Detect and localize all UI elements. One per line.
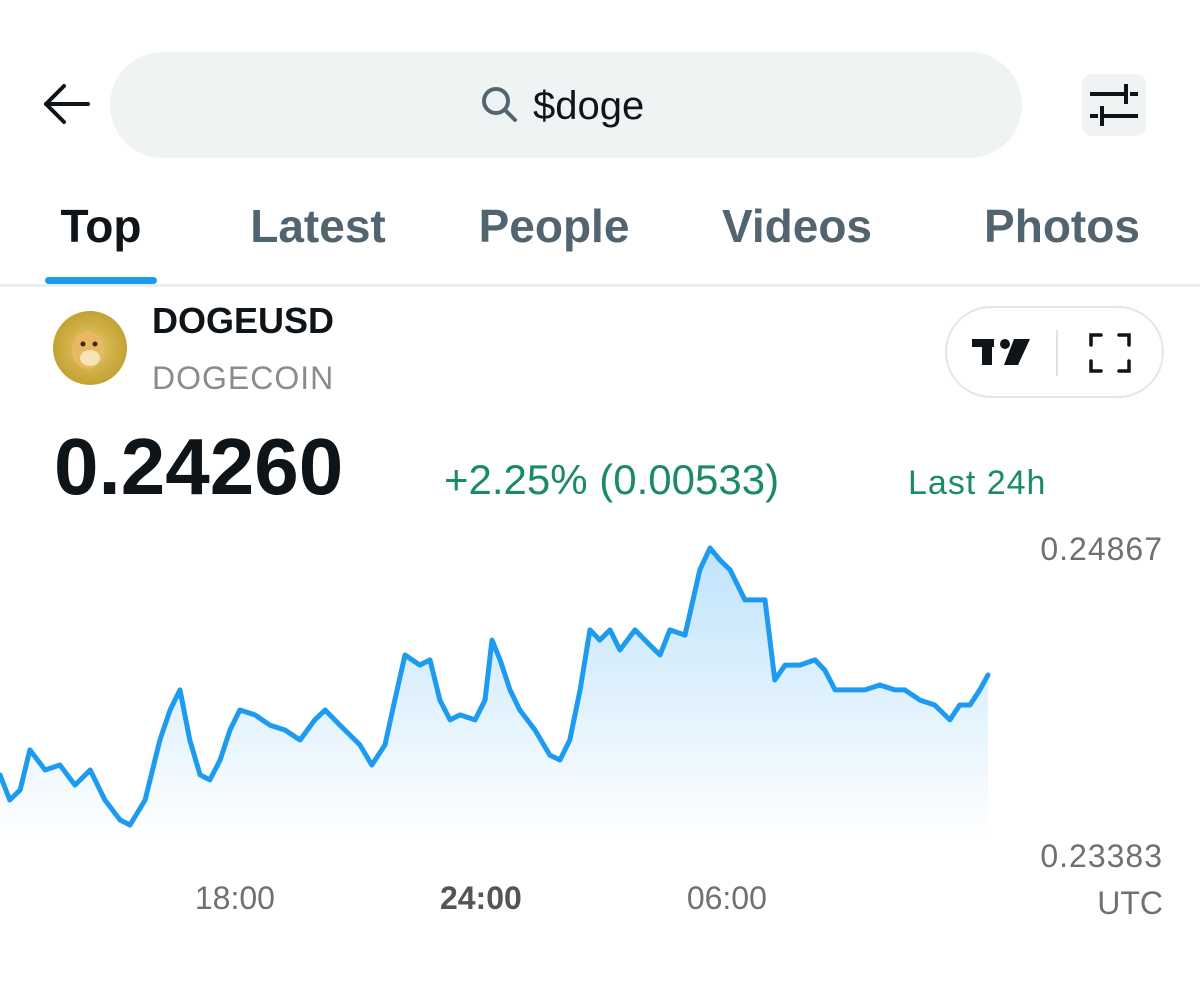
- back-button[interactable]: [44, 84, 90, 124]
- search-bar[interactable]: [110, 52, 1022, 158]
- fullscreen-button[interactable]: [1089, 333, 1131, 373]
- x-tick-label: 18:00: [195, 880, 275, 916]
- search-icon: [482, 87, 517, 122]
- x-axis-label: UTC: [1097, 885, 1163, 921]
- filter-button[interactable]: [1082, 74, 1146, 136]
- tab[interactable]: Photos: [984, 200, 1140, 252]
- x-tick-label: 24:00: [440, 880, 522, 916]
- ticker-name: DOGECOIN: [152, 360, 334, 396]
- tab-indicator: [45, 277, 157, 284]
- price-area: [0, 548, 988, 840]
- period: Last 24h: [908, 464, 1046, 502]
- tab[interactable]: People: [479, 200, 630, 252]
- chart-tools: [945, 306, 1164, 398]
- y-tick-label: 0.24867: [1040, 531, 1163, 567]
- price: 0.24260: [54, 422, 343, 511]
- tab[interactable]: Videos: [722, 200, 872, 252]
- y-tick-label: 0.23383: [1040, 838, 1163, 874]
- price-chart: 0.23383 0.24867 18:00 24:00 06:00 UTC: [0, 531, 1163, 921]
- ticker-symbol: DOGEUSD: [152, 300, 334, 341]
- tab[interactable]: Top: [61, 200, 142, 252]
- tab[interactable]: Latest: [250, 200, 385, 252]
- x-tick-label: 06:00: [687, 880, 767, 916]
- price-change: +2.25% (0.00533): [444, 456, 779, 503]
- tradingview-button[interactable]: [972, 339, 1030, 365]
- doge-avatar: [53, 311, 127, 385]
- price-line: [0, 545, 991, 828]
- search-query: $doge: [533, 84, 644, 128]
